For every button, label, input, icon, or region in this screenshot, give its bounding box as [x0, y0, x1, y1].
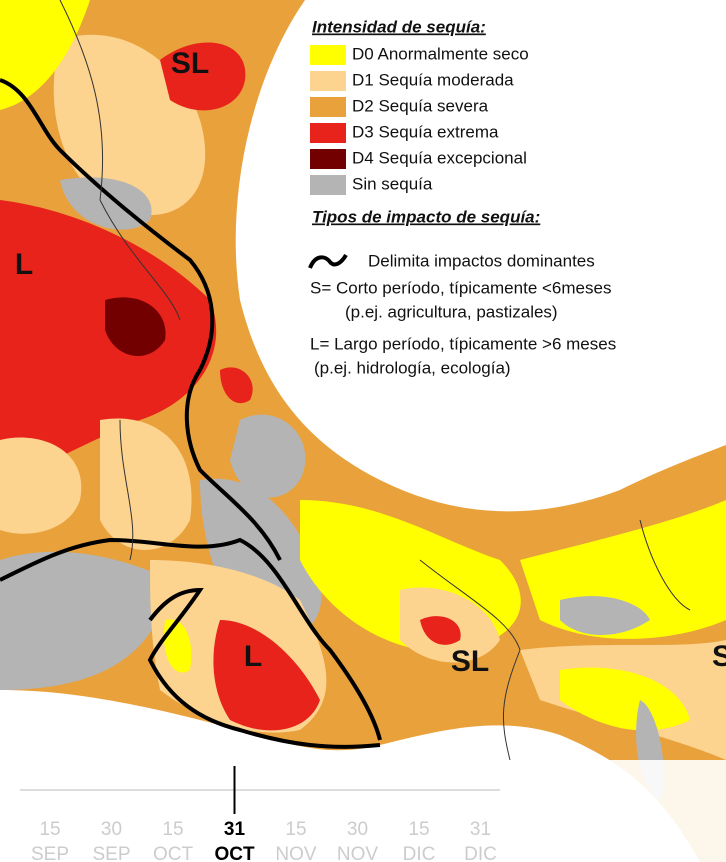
map-label: SL: [451, 645, 489, 678]
map-label: L: [244, 640, 262, 673]
timeline-month: OCT: [214, 844, 255, 862]
timeline-day: 31: [470, 819, 491, 840]
legend-swatch: [310, 175, 346, 195]
legend-swatch: [310, 123, 346, 143]
legend-swatch: [310, 71, 346, 91]
impact-item: S= Corto período, típicamente <6meses: [310, 278, 611, 297]
impact-item: L= Largo período, típicamente >6 meses: [310, 334, 616, 353]
timeline-day: 15: [408, 819, 429, 840]
timeline-month: DIC: [403, 844, 436, 862]
timeline: 15 SEP 30 SEP 15 OCT 31 OCT 15 NOV 30 NOV 15 DIC 31 DIC: [0, 760, 726, 862]
legend-label: D2 Sequía severa: [352, 96, 489, 115]
impact-line-icon: [308, 253, 348, 269]
legend-label: D3 Sequía extrema: [352, 122, 499, 141]
legend-label: D4 Sequía excepcional: [352, 148, 527, 167]
timeline-month: DIC: [464, 844, 497, 862]
timeline-day: 15: [285, 819, 306, 840]
timeline-month: NOV: [337, 844, 379, 862]
impact-item: (p.ej. agricultura, pastizales): [345, 302, 558, 321]
legend-swatch: [310, 45, 346, 65]
timeline-month: OCT: [153, 844, 194, 862]
timeline-day: 15: [39, 819, 60, 840]
timeline-day: 30: [101, 819, 122, 840]
map-label: SL: [171, 47, 209, 80]
map-label: S: [712, 640, 726, 673]
legend-label: Sin sequía: [352, 174, 433, 193]
timeline-day: 31: [224, 819, 246, 840]
legend-swatch: [310, 97, 346, 117]
impact-title: Tipos de impacto de sequía:: [312, 207, 540, 226]
map-label: L: [15, 248, 33, 281]
timeline-month: SEP: [92, 844, 130, 862]
impact-item: Delimita impactos dominantes: [368, 251, 595, 270]
legend: Intensidad de sequía: Tipos de impacto d…: [308, 17, 616, 377]
impact-item: (p.ej. hidrología, ecología): [314, 358, 511, 377]
legend-swatch: [310, 149, 346, 169]
timeline-day: 30: [347, 819, 368, 840]
legend-label: D1 Sequía moderada: [352, 70, 514, 89]
legend-label: D0 Anormalmente seco: [352, 44, 529, 63]
legend-title: Intensidad de sequía:: [312, 17, 486, 36]
timeline-month: NOV: [275, 844, 317, 862]
timeline-day: 15: [162, 819, 183, 840]
timeline-month: SEP: [31, 844, 69, 862]
